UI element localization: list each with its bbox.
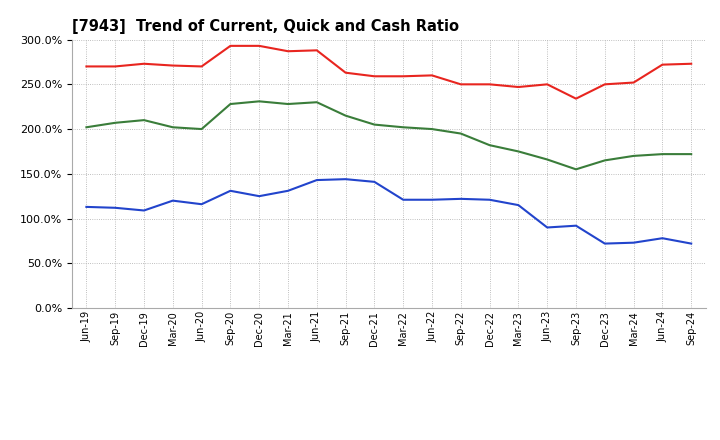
Quick Ratio: [82, 125, 91, 130]
Quick Ratio: [456, 131, 465, 136]
Quick Ratio: [111, 120, 120, 125]
Quick Ratio: [226, 101, 235, 106]
Cash Ratio: [572, 223, 580, 228]
Current Ratio: [82, 64, 91, 69]
Quick Ratio: [140, 117, 148, 123]
Cash Ratio: [687, 241, 696, 246]
Cash Ratio: [600, 241, 609, 246]
Cash Ratio: [111, 205, 120, 210]
Current Ratio: [370, 73, 379, 79]
Current Ratio: [600, 82, 609, 87]
Cash Ratio: [312, 177, 321, 183]
Quick Ratio: [255, 99, 264, 104]
Quick Ratio: [514, 149, 523, 154]
Quick Ratio: [687, 151, 696, 157]
Quick Ratio: [370, 122, 379, 127]
Current Ratio: [255, 43, 264, 48]
Cash Ratio: [197, 202, 206, 207]
Current Ratio: [514, 84, 523, 90]
Current Ratio: [197, 64, 206, 69]
Quick Ratio: [600, 158, 609, 163]
Cash Ratio: [658, 235, 667, 241]
Current Ratio: [341, 70, 350, 75]
Current Ratio: [399, 73, 408, 79]
Current Ratio: [485, 82, 494, 87]
Current Ratio: [168, 63, 177, 68]
Quick Ratio: [284, 101, 292, 106]
Cash Ratio: [428, 197, 436, 202]
Cash Ratio: [255, 194, 264, 199]
Current Ratio: [428, 73, 436, 78]
Current Ratio: [312, 48, 321, 53]
Current Ratio: [687, 61, 696, 66]
Quick Ratio: [399, 125, 408, 130]
Quick Ratio: [428, 126, 436, 132]
Current Ratio: [456, 82, 465, 87]
Cash Ratio: [456, 196, 465, 202]
Cash Ratio: [629, 240, 638, 246]
Cash Ratio: [140, 208, 148, 213]
Cash Ratio: [168, 198, 177, 203]
Current Ratio: [284, 48, 292, 54]
Quick Ratio: [168, 125, 177, 130]
Quick Ratio: [629, 153, 638, 158]
Current Ratio: [226, 43, 235, 48]
Cash Ratio: [370, 179, 379, 184]
Line: Current Ratio: Current Ratio: [86, 46, 691, 99]
Quick Ratio: [312, 99, 321, 105]
Quick Ratio: [341, 113, 350, 118]
Cash Ratio: [226, 188, 235, 194]
Current Ratio: [111, 64, 120, 69]
Quick Ratio: [572, 167, 580, 172]
Cash Ratio: [82, 204, 91, 209]
Cash Ratio: [284, 188, 292, 194]
Cash Ratio: [341, 176, 350, 182]
Cash Ratio: [399, 197, 408, 202]
Cash Ratio: [543, 225, 552, 230]
Quick Ratio: [658, 151, 667, 157]
Current Ratio: [629, 80, 638, 85]
Current Ratio: [140, 61, 148, 66]
Cash Ratio: [485, 197, 494, 202]
Current Ratio: [543, 82, 552, 87]
Current Ratio: [658, 62, 667, 67]
Quick Ratio: [485, 143, 494, 148]
Line: Cash Ratio: Cash Ratio: [86, 179, 691, 244]
Quick Ratio: [543, 157, 552, 162]
Text: [7943]  Trend of Current, Quick and Cash Ratio: [7943] Trend of Current, Quick and Cash …: [72, 19, 459, 34]
Line: Quick Ratio: Quick Ratio: [86, 101, 691, 169]
Quick Ratio: [197, 126, 206, 132]
Current Ratio: [572, 96, 580, 101]
Cash Ratio: [514, 202, 523, 208]
